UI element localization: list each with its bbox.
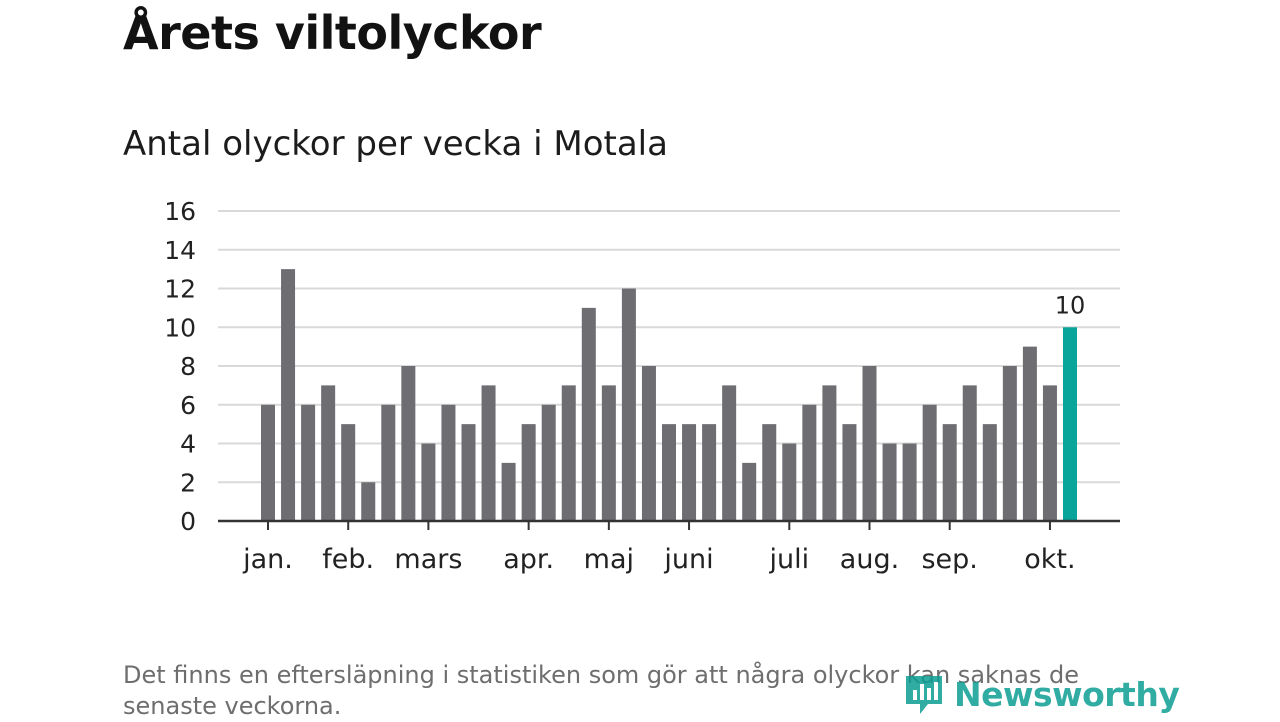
bar [581, 307, 596, 521]
bars [261, 269, 1077, 521]
gridlines [218, 210, 1120, 484]
bar [1022, 346, 1037, 521]
x-tick-label: maj [584, 544, 634, 575]
bar [601, 385, 616, 521]
bar [942, 424, 957, 521]
y-tick-label: 14 [164, 236, 196, 265]
bar [662, 424, 676, 521]
chart-title: Årets viltolyckor [123, 6, 542, 60]
bar-highlight [1063, 327, 1077, 521]
y-tick-label: 6 [180, 391, 196, 420]
bar [341, 424, 356, 521]
bar [962, 385, 977, 521]
x-tick-label: mars [394, 544, 462, 575]
x-tick-label: jan. [242, 544, 293, 575]
y-tick-label: 10 [164, 313, 196, 342]
footnote: Det finns en eftersläpning i statistiken… [123, 661, 1079, 720]
bar [641, 366, 656, 521]
bar [1002, 366, 1017, 521]
y-axis-ticks: 0 2 4 6 8 10 12 14 16 [164, 197, 196, 536]
bar [682, 424, 697, 521]
x-tick-label: apr. [503, 544, 554, 575]
x-tick-label: sep. [921, 544, 977, 575]
bar [501, 462, 516, 521]
bar [922, 404, 937, 521]
bar [441, 404, 456, 521]
x-axis: jan. feb. mars apr. maj juni juli aug. sep. okt. [218, 519, 1120, 575]
bar [521, 424, 536, 521]
bar [982, 424, 997, 521]
bar [541, 404, 556, 521]
chart-subtitle: Antal olyckor per vecka i Motala [123, 124, 668, 164]
bar [762, 424, 777, 521]
bar [321, 385, 336, 521]
bar [862, 366, 877, 521]
bar [401, 366, 416, 521]
bar [902, 443, 917, 521]
newsworthy-logo[interactable]: Newsworthy [902, 668, 1180, 720]
bar [722, 385, 737, 521]
bar [882, 443, 897, 521]
y-tick-label: 2 [180, 468, 196, 497]
x-tick-label: juli [768, 544, 809, 575]
y-tick-label: 8 [180, 352, 196, 381]
bar [822, 385, 837, 521]
bar [381, 404, 396, 521]
bar [461, 424, 476, 521]
newsworthy-logo-icon [906, 676, 942, 714]
bar [802, 404, 817, 521]
bar [842, 424, 857, 521]
x-tick-label: okt. [1024, 544, 1075, 575]
data-label: 10 [1055, 291, 1086, 319]
y-tick-label: 16 [164, 197, 196, 226]
bar [421, 443, 436, 521]
x-tick-label: feb. [322, 544, 374, 575]
data-labels: 10 [1055, 291, 1086, 319]
x-tick-label: juni [663, 544, 713, 575]
y-tick-label: 12 [164, 275, 196, 304]
y-tick-label: 0 [180, 507, 196, 536]
bar [561, 385, 576, 521]
y-tick-label: 4 [180, 430, 196, 459]
bar [361, 482, 376, 521]
x-tick-label: aug. [840, 544, 899, 575]
bar [261, 404, 275, 521]
bar [621, 288, 636, 521]
bar-chart: 0 2 4 6 8 10 12 14 16 jan. feb. mars apr. maj juni jul… [164, 197, 1120, 575]
bar [481, 385, 496, 521]
bar [702, 424, 717, 521]
bar [1042, 385, 1057, 521]
bar [782, 443, 797, 521]
bar [281, 269, 296, 521]
bar [301, 404, 316, 521]
logo-text: Newsworthy [954, 674, 1180, 714]
bar [742, 462, 757, 521]
